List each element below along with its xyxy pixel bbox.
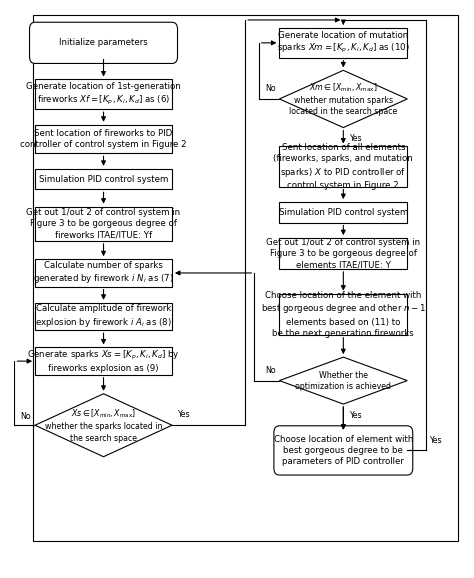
Bar [279,238,407,269]
Polygon shape [35,394,172,457]
Text: Generate location of 1st-generation
fireworks $Xf = [K_p, K_i, K_d]$ as (6): Generate location of 1st-generation fire… [26,82,181,107]
Bar [35,125,172,153]
Text: Whether the
optimization is achieved: Whether the optimization is achieved [295,370,392,391]
Text: Yes: Yes [429,436,442,444]
Polygon shape [279,71,407,128]
Text: Simulation PID control system: Simulation PID control system [39,175,168,184]
Text: Get out 1/out 2 of control system in
Figure 3 to be gorgeous degree of
fireworks: Get out 1/out 2 of control system in Fig… [27,208,181,239]
Bar [279,202,407,223]
Bar [35,259,172,287]
Text: Initialize parameters: Initialize parameters [59,38,148,47]
Bar [35,80,172,109]
Text: Yes: Yes [349,135,362,143]
FancyBboxPatch shape [29,22,178,64]
Text: Simulation PID control system: Simulation PID control system [279,208,408,217]
Text: $Xm \in [X_{\min}, X_{\max}]$
whether mutation sparks
located in the search spac: $Xm \in [X_{\min}, X_{\max}]$ whether mu… [289,81,398,116]
Bar [35,169,172,190]
Polygon shape [279,357,407,404]
Text: Sent location of all elements
(fireworks, sparks, and mutation
sparks) $X$ to PI: Sent location of all elements (fireworks… [273,143,413,190]
Text: Sent location of fireworks to PID
controller of control system in Figure 2: Sent location of fireworks to PID contro… [20,129,187,149]
Bar [279,146,407,187]
Text: Calculate number of sparks
generated by firework $i$ $N_i$ as (7): Calculate number of sparks generated by … [33,261,174,286]
Text: Choose location of the element with
best gorgeous degree and other $n-1$
element: Choose location of the element with best… [261,291,426,338]
Bar [35,347,172,375]
Bar [35,206,172,241]
FancyBboxPatch shape [274,426,413,475]
Bar [279,28,407,58]
Text: Generate location of mutation
sparks $Xm = [K_p, K_i, K_d]$ as (10): Generate location of mutation sparks $Xm… [277,31,410,55]
Text: No: No [21,412,31,421]
Text: Generate sparks $Xs = [K_p, K_i, K_d]$ by
fireworks explosion as (9): Generate sparks $Xs = [K_p, K_i, K_d]$ b… [27,349,180,373]
Text: No: No [265,366,276,375]
Text: Calculate amplitude of firework
explosion by firework $i$ $A_i$ as (8): Calculate amplitude of firework explosio… [35,304,172,329]
Text: $Xs \in [X_{\min}, X_{\max}]$
whether the sparks located in
the search space: $Xs \in [X_{\min}, X_{\max}]$ whether th… [45,408,162,443]
Text: No: No [265,84,276,93]
Text: Yes: Yes [178,410,190,420]
Bar [35,303,172,330]
Bar [279,294,407,335]
Text: Yes: Yes [349,411,362,420]
Text: Get out 1/out 2 of control system in
Figure 3 to be gorgeous degree of
elements : Get out 1/out 2 of control system in Fig… [266,238,420,269]
Text: Choose location of element with
best gorgeous degree to be
parameters of PID con: Choose location of element with best gor… [273,435,413,466]
